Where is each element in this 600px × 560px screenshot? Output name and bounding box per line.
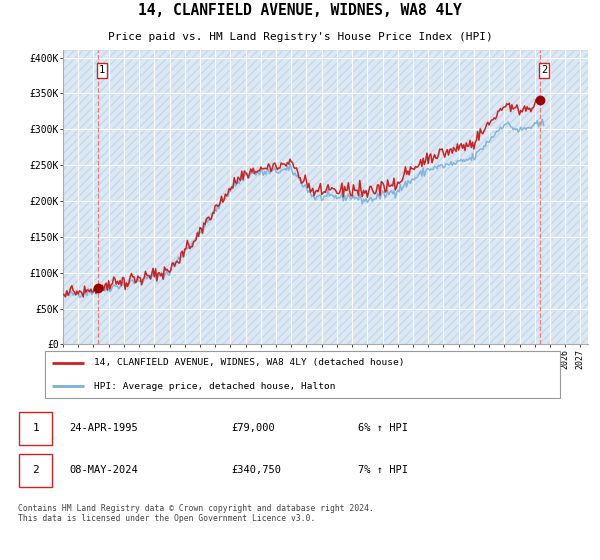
Text: Price paid vs. HM Land Registry's House Price Index (HPI): Price paid vs. HM Land Registry's House … [107, 32, 493, 42]
Text: 1: 1 [99, 66, 105, 76]
Text: 7% ↑ HPI: 7% ↑ HPI [358, 465, 407, 475]
Text: £340,750: £340,750 [231, 465, 281, 475]
Text: 24-APR-1995: 24-APR-1995 [70, 423, 139, 433]
Text: 08-MAY-2024: 08-MAY-2024 [70, 465, 139, 475]
Text: 14, CLANFIELD AVENUE, WIDNES, WA8 4LY (detached house): 14, CLANFIELD AVENUE, WIDNES, WA8 4LY (d… [94, 358, 405, 367]
Text: 14, CLANFIELD AVENUE, WIDNES, WA8 4LY: 14, CLANFIELD AVENUE, WIDNES, WA8 4LY [138, 3, 462, 18]
Text: 2: 2 [541, 66, 547, 76]
Text: £79,000: £79,000 [231, 423, 275, 433]
Text: 6% ↑ HPI: 6% ↑ HPI [358, 423, 407, 433]
FancyBboxPatch shape [19, 454, 52, 487]
Text: 1: 1 [32, 423, 39, 433]
Text: HPI: Average price, detached house, Halton: HPI: Average price, detached house, Halt… [94, 382, 336, 391]
FancyBboxPatch shape [44, 351, 560, 398]
Text: 2: 2 [32, 465, 39, 475]
FancyBboxPatch shape [19, 412, 52, 445]
Text: Contains HM Land Registry data © Crown copyright and database right 2024.
This d: Contains HM Land Registry data © Crown c… [18, 504, 374, 523]
